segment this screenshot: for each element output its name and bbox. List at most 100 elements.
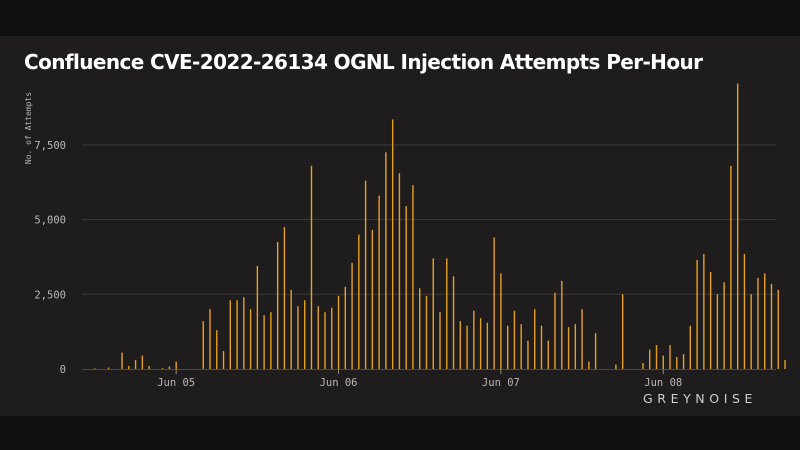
bar (561, 280, 563, 369)
bar (676, 357, 678, 369)
bar (506, 325, 509, 369)
bar (94, 368, 96, 369)
chart-title: Confluence CVE-2022-26134 OGNL Injection… (24, 50, 703, 74)
bar (148, 366, 150, 369)
bar (567, 327, 570, 369)
bar (297, 306, 299, 369)
bar (534, 309, 536, 369)
bar (730, 165, 732, 369)
bar (405, 206, 407, 369)
bar (175, 361, 177, 369)
bar (351, 262, 353, 369)
bar (696, 259, 698, 369)
y-tick-label: 0 (60, 364, 66, 376)
bar (723, 282, 725, 369)
bar (743, 253, 746, 369)
bar (209, 309, 211, 369)
bar (398, 173, 401, 369)
y-tick-label: 7,500 (34, 140, 66, 152)
bar (364, 180, 367, 369)
bar (459, 321, 462, 369)
bar (317, 306, 319, 369)
x-tick-label: Jun 06 (320, 377, 358, 389)
y-tick-label: 5,000 (34, 215, 66, 227)
bar (594, 333, 597, 369)
bar (473, 310, 475, 369)
bar (520, 324, 522, 369)
bar (750, 294, 752, 369)
bar (513, 310, 516, 369)
bar (500, 273, 502, 369)
bar (547, 340, 549, 369)
bar (716, 294, 719, 369)
bar (344, 286, 347, 369)
bar (621, 294, 624, 369)
bar (736, 83, 739, 370)
bar (439, 312, 441, 369)
bar (121, 352, 123, 369)
bar (784, 360, 786, 369)
bar (764, 273, 766, 369)
bar (486, 322, 489, 369)
bar (574, 324, 577, 369)
bar (425, 295, 428, 369)
y-tick-label: 2,500 (34, 289, 66, 301)
greynoise-logo: GREYNOISE (643, 391, 758, 406)
bar (452, 276, 455, 369)
bar (283, 227, 286, 369)
top-bar (0, 0, 800, 36)
bar (168, 366, 171, 369)
bar (304, 300, 306, 369)
bar (770, 283, 773, 369)
bar (236, 300, 238, 369)
bar (385, 152, 387, 369)
bar (689, 325, 692, 369)
bar (358, 234, 360, 369)
bar (270, 312, 272, 369)
bar (777, 289, 779, 369)
bar (290, 289, 292, 369)
bottom-bar (0, 416, 800, 450)
bar (249, 309, 252, 369)
bar (256, 265, 259, 369)
x-tick-label: Jun 07 (482, 377, 520, 389)
bar (371, 230, 374, 369)
bar (337, 295, 340, 369)
bar (107, 367, 110, 369)
bar (161, 368, 164, 369)
bar (615, 364, 617, 369)
x-tick-label: Jun 08 (644, 377, 682, 389)
bar (324, 312, 326, 369)
bar (649, 349, 651, 369)
bar (554, 292, 556, 369)
bar (412, 185, 414, 369)
bar (310, 165, 313, 369)
bar (682, 354, 685, 369)
bar (331, 307, 333, 369)
bar (581, 309, 583, 369)
bar (642, 363, 644, 369)
bar (216, 330, 218, 369)
bar (655, 345, 658, 369)
bar (263, 315, 265, 369)
bar (527, 340, 529, 369)
bar (493, 237, 495, 369)
x-tick-label: Jun 05 (157, 377, 195, 389)
y-axis-title: No. of Attempts (24, 92, 33, 164)
bar (540, 325, 543, 369)
bar (229, 300, 231, 369)
bar (391, 119, 394, 369)
bar (419, 288, 421, 369)
bar (757, 277, 759, 369)
bar (378, 195, 380, 369)
bar (276, 241, 279, 369)
bar (134, 360, 137, 369)
bar (479, 318, 482, 369)
bar (588, 361, 590, 369)
bar (669, 345, 671, 369)
bar (662, 355, 664, 369)
bar (703, 253, 705, 369)
bar (243, 297, 245, 369)
